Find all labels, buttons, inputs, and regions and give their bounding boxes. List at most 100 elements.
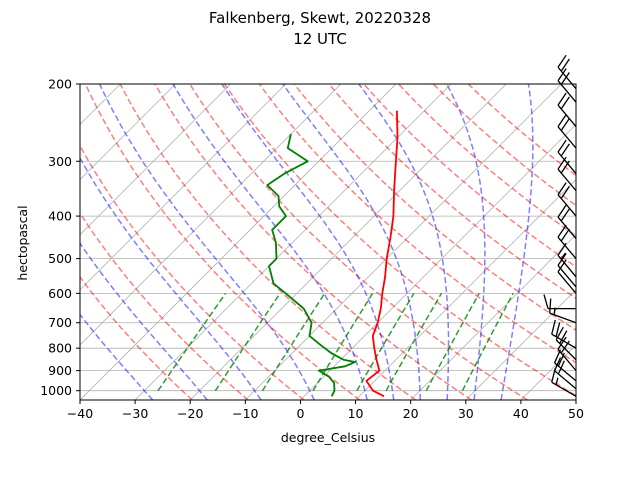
x-axis: −40 −30 −20 −10 0 10 20 30 40 50 — [67, 400, 584, 421]
barb-staff — [557, 66, 577, 90]
wind-barb — [553, 357, 577, 390]
moist-adiabat — [80, 313, 154, 400]
y-tick-label: 300 — [48, 154, 72, 169]
x-axis-label: degree_Celsius — [281, 430, 375, 445]
x-tick-label: 50 — [568, 406, 584, 421]
wind-barb — [543, 294, 576, 310]
barb-flag — [557, 204, 567, 218]
barb-flag — [555, 322, 561, 337]
x-tick-label: −10 — [232, 406, 258, 421]
isotherm-line — [410, 234, 576, 400]
moist-adiabat — [80, 241, 208, 400]
mixing-ratio-line — [312, 292, 374, 392]
wind-barb — [557, 114, 577, 149]
barb-half-flag — [555, 377, 559, 385]
barb-staff — [557, 236, 577, 260]
isotherm-line — [189, 84, 507, 400]
dry-adiabat — [293, 84, 576, 331]
plot-frame — [79, 83, 577, 401]
reference-lines — [80, 84, 576, 400]
dry-adiabat — [119, 84, 417, 400]
temperature-profile — [365, 110, 399, 398]
mixing-ratio-line — [157, 292, 227, 392]
sounding-series — [266, 110, 399, 398]
isotherm-line — [80, 84, 397, 400]
dry-adiabat — [80, 144, 305, 400]
wind-barb — [557, 182, 577, 217]
y-tick-label: 1000 — [40, 383, 72, 398]
moist-adiabat — [172, 84, 368, 400]
isotherm-line — [80, 84, 342, 346]
isotherm-line — [575, 399, 576, 400]
dry-adiabat — [223, 84, 576, 397]
barb-flag — [560, 228, 570, 242]
moist-adiabat — [221, 84, 395, 400]
wind-barb — [557, 139, 577, 174]
x-tick-label: −20 — [177, 406, 203, 421]
isotherm-line — [300, 123, 576, 400]
barb-flag — [557, 54, 567, 68]
dry-adiabat — [467, 84, 576, 177]
dry-adiabat — [432, 84, 576, 207]
y-tick-label: 700 — [48, 315, 72, 330]
barb-flag — [560, 96, 570, 110]
y-axis-label: hectopascal — [15, 205, 30, 280]
barb-flag — [557, 259, 567, 273]
mixing-ratio-line — [261, 292, 326, 392]
barb-flag — [559, 330, 568, 344]
barb-flag — [553, 357, 562, 372]
x-tick-label: −40 — [67, 406, 93, 421]
barb-flag — [557, 360, 565, 375]
mixing-ratio-line — [214, 292, 281, 392]
dewpoint-profile — [266, 133, 356, 397]
barb-flag — [557, 92, 567, 106]
barb-staff — [557, 216, 577, 239]
chart-title: Falkenberg, Skewt, 20220328 — [209, 9, 431, 27]
isotherm-line — [520, 344, 576, 400]
x-tick-label: 40 — [513, 406, 529, 421]
barb-flag — [560, 186, 570, 199]
barb-staff — [557, 168, 577, 192]
x-tick-label: 10 — [348, 406, 364, 421]
wind-barb — [549, 298, 577, 324]
barb-flag — [543, 294, 549, 309]
y-tick-label: 600 — [48, 286, 72, 301]
y-tick-label: 900 — [48, 363, 72, 378]
dry-adiabat — [80, 275, 193, 400]
dry-adiabat — [328, 84, 576, 300]
x-tick-label: 20 — [403, 406, 419, 421]
dry-adiabat — [154, 84, 473, 400]
dry-adiabat — [189, 84, 528, 400]
isotherm-line — [465, 289, 576, 400]
mixing-ratio-line — [425, 293, 480, 392]
isotherm-line — [80, 84, 287, 291]
wind-barb — [557, 54, 577, 90]
barb-flag — [560, 118, 570, 131]
dry-adiabat — [258, 84, 576, 364]
wind-barb — [551, 319, 577, 349]
wind-barb — [557, 204, 577, 239]
barb-flag — [557, 182, 567, 196]
barb-flag — [557, 156, 567, 170]
isotherm-line — [134, 84, 452, 400]
y-tick-label: 800 — [48, 341, 72, 356]
barb-flag — [560, 208, 570, 222]
barb-staff — [557, 265, 577, 288]
barb-flag — [560, 58, 570, 72]
wind-barbs — [543, 54, 577, 397]
wind-barb — [551, 368, 577, 397]
barb-staff — [551, 381, 577, 397]
barb-flag — [549, 298, 552, 314]
wind-barb — [557, 259, 577, 294]
moist-adiabat — [445, 84, 486, 400]
barb-flag — [557, 336, 567, 350]
barb-flag — [557, 224, 567, 238]
barb-flag — [557, 68, 567, 82]
isotherm-line — [80, 84, 231, 236]
wind-barb — [557, 156, 577, 192]
barb-half-flag — [560, 252, 566, 260]
moist-adiabat — [80, 156, 262, 400]
dry-adiabat — [80, 211, 249, 400]
barb-flag — [560, 72, 570, 85]
